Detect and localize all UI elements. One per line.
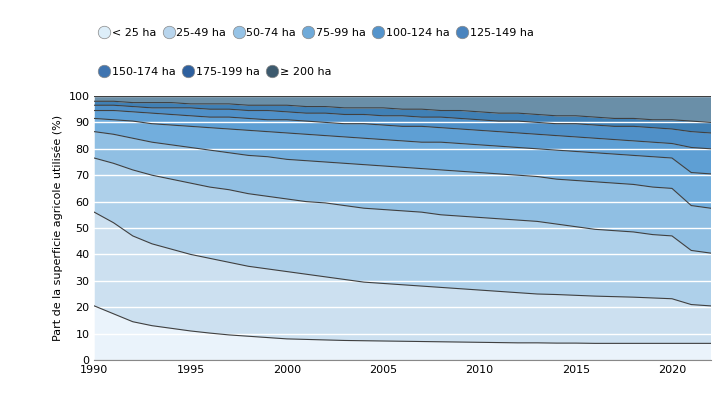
Y-axis label: Part de la superficie agricole utilisée (%): Part de la superficie agricole utilisée … bbox=[52, 115, 63, 341]
Legend: 150-174 ha, 175-199 ha, ≥ 200 ha: 150-174 ha, 175-199 ha, ≥ 200 ha bbox=[100, 67, 331, 77]
